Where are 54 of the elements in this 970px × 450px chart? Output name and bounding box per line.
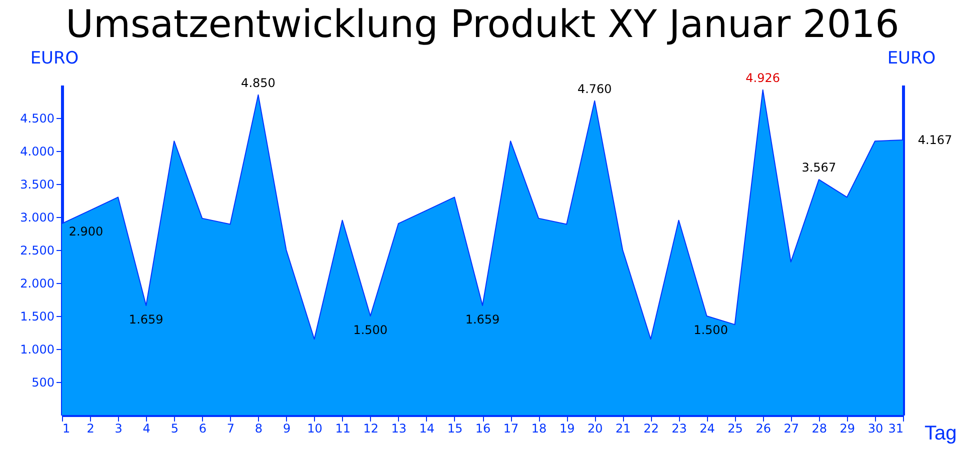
x-tick-label: 20 (587, 422, 603, 436)
y2-axis-title: EURO (887, 48, 936, 68)
x-tick-label: 7 (226, 422, 235, 436)
y-tick-label: 3.000 (20, 210, 54, 224)
data-label: 4.926 (746, 70, 780, 85)
data-label: 1.659 (128, 312, 164, 327)
data-label: 1.500 (694, 323, 728, 337)
x-tick-label: 8 (254, 422, 263, 436)
x-tick-label: 27 (784, 422, 800, 436)
data-label: 3.567 (802, 160, 836, 175)
x-tick-label: 1 (62, 422, 70, 436)
x-tick-label: 19 (559, 422, 575, 436)
x-tick-label: 23 (672, 422, 687, 436)
y-tick-label: 4.500 (20, 112, 54, 126)
x-tick-label: 3 (114, 422, 122, 436)
x-tick-label: 31 (888, 422, 904, 436)
y-tick-label: 2.500 (20, 244, 54, 258)
x-tick-label: 28 (812, 422, 828, 436)
x-tick-label: 6 (198, 422, 206, 436)
x-tick-label: 10 (307, 422, 322, 436)
data-label: 4.850 (241, 76, 276, 90)
data-label: 2.900 (68, 224, 104, 239)
x-tick-label: 12 (363, 422, 379, 436)
x-tick-label: 4 (142, 422, 150, 436)
x-tick-label: 21 (616, 422, 631, 436)
x-tick-label: 22 (644, 422, 659, 436)
y-tick-label: 3.500 (20, 178, 54, 192)
data-label: 1.659 (465, 312, 500, 327)
x-tick-label: 30 (868, 422, 884, 436)
x-tick-label: 9 (282, 422, 291, 436)
x-tick-label: 11 (335, 422, 350, 436)
data-label: 4.760 (577, 82, 612, 96)
y-tick-label: 500 (32, 376, 54, 390)
y-tick-label: 1.000 (20, 342, 54, 356)
x-tick-label: 2 (86, 422, 94, 436)
data-label: 1.500 (353, 323, 388, 337)
x-tick-label: 15 (447, 422, 463, 436)
x-tick-label: 25 (728, 422, 743, 436)
x-tick-label: 13 (391, 422, 407, 436)
x-tick-label: 14 (419, 422, 435, 436)
x-tick-label: 29 (840, 422, 856, 436)
y-tick-label: 1.500 (20, 310, 54, 324)
y-tick-label: 2.000 (20, 276, 54, 290)
y-tick-label: 4.000 (20, 144, 54, 158)
x-tick-label: 16 (475, 422, 491, 436)
x-tick-label: 17 (503, 422, 519, 436)
data-label: 4.167 (918, 132, 952, 147)
x-tick-label: 24 (700, 422, 715, 436)
y-axis-title: EURO (30, 48, 79, 68)
x-tick-label: 18 (531, 422, 547, 436)
chart-title: Umsatzentwicklung Produkt XY Januar 2016 (66, 2, 900, 46)
x-tick-label: 5 (170, 422, 178, 436)
x-axis-title: Tag (924, 422, 957, 444)
x-tick-label: 26 (756, 422, 771, 436)
